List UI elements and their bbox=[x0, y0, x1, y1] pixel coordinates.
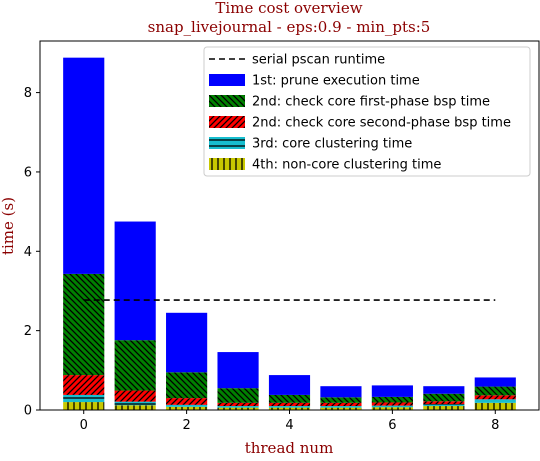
bar-2nd-check-core-first-phase-bsp-time-thread-4 bbox=[268, 394, 311, 403]
legend-box bbox=[203, 46, 531, 177]
bar-2nd-check-core-second-phase-bsp-time-thread-2 bbox=[166, 398, 208, 405]
bar-3rd-core-clustering-time-thread-7 bbox=[423, 404, 465, 407]
bar-3rd-core-clustering-time-thread-5 bbox=[320, 406, 362, 408]
legend-swatch-1st-prune-execution-time bbox=[209, 74, 245, 86]
bar-1st-prune-execution-time-thread-8 bbox=[474, 377, 516, 387]
legend-swatch-2nd-check-core-second-phase-bsp-time bbox=[209, 116, 245, 128]
bar-4th-non-core-clustering-time-thread-1 bbox=[114, 405, 156, 410]
bar-4th-non-core-clustering-time-thread-7 bbox=[423, 406, 465, 410]
bar-2nd-check-core-second-phase-bsp-time-thread-8 bbox=[474, 395, 516, 400]
x-tick-label: 2 bbox=[182, 418, 190, 433]
legend-label-serial-pscan-runtime: serial pscan runtime bbox=[252, 53, 385, 68]
bar-4th-non-core-clustering-time-thread-6 bbox=[371, 407, 413, 410]
bar-2nd-check-core-first-phase-bsp-time-thread-1 bbox=[114, 340, 156, 391]
x-axis-label: thread num bbox=[245, 439, 334, 456]
bar-4th-non-core-clustering-time-thread-8 bbox=[474, 402, 516, 410]
bar-1st-prune-execution-time-thread-5 bbox=[320, 386, 362, 398]
y-tick-label: 4 bbox=[24, 245, 32, 260]
bar-4th-non-core-clustering-time-thread-4 bbox=[268, 407, 311, 410]
chart-title: Time cost overview bbox=[215, 0, 362, 17]
bars-layer bbox=[63, 57, 516, 410]
bar-2nd-check-core-second-phase-bsp-time-thread-6 bbox=[371, 402, 413, 406]
bar-4th-non-core-clustering-time-thread-3 bbox=[217, 407, 259, 410]
x-tick-label: 4 bbox=[285, 418, 293, 433]
y-tick-label: 6 bbox=[24, 165, 32, 180]
bar-1st-prune-execution-time-thread-2 bbox=[166, 312, 208, 373]
bar-2nd-check-core-first-phase-bsp-time-thread-2 bbox=[166, 372, 208, 399]
bar-3rd-core-clustering-time-thread-4 bbox=[268, 406, 311, 408]
bar-2nd-check-core-first-phase-bsp-time-thread-8 bbox=[474, 386, 516, 396]
legend-swatch-2nd-check-core-first-phase-bsp-time bbox=[209, 95, 245, 107]
x-ticks: 0 2 4 6 8 bbox=[80, 410, 499, 433]
bar-2nd-check-core-second-phase-bsp-time-thread-1 bbox=[114, 390, 156, 402]
bar-4th-non-core-clustering-time-thread-0 bbox=[63, 402, 105, 410]
bar-3rd-core-clustering-time-thread-8 bbox=[474, 399, 516, 403]
bar-1st-prune-execution-time-thread-6 bbox=[371, 385, 413, 397]
bar-3rd-core-clustering-time-thread-1 bbox=[114, 401, 156, 406]
y-ticks: 0 2 4 6 8 bbox=[24, 86, 40, 419]
bar-2nd-check-core-first-phase-bsp-time-thread-3 bbox=[217, 388, 259, 403]
legend-label-3rd-core-clustering-time: 3rd: core clustering time bbox=[252, 137, 412, 152]
bar-2nd-check-core-first-phase-bsp-time-thread-6 bbox=[371, 396, 413, 403]
x-tick-label: 6 bbox=[388, 418, 396, 433]
legend-label-4th-non-core-clustering-time: 4th: non-core clustering time bbox=[252, 158, 441, 173]
bar-1st-prune-execution-time-thread-3 bbox=[217, 352, 259, 389]
legend-swatch-4th-non-core-clustering-time bbox=[209, 158, 245, 170]
y-tick-label: 8 bbox=[24, 86, 32, 101]
bar-4th-non-core-clustering-time-thread-2 bbox=[166, 406, 208, 410]
bar-1st-prune-execution-time-thread-1 bbox=[114, 221, 156, 341]
legend-swatch-3rd-core-clustering-time bbox=[209, 137, 245, 149]
x-tick-label: 0 bbox=[80, 418, 88, 433]
bar-3rd-core-clustering-time-thread-2 bbox=[166, 404, 208, 407]
bar-3rd-core-clustering-time-thread-3 bbox=[217, 406, 259, 408]
bar-2nd-check-core-second-phase-bsp-time-thread-5 bbox=[320, 402, 362, 407]
bar-3rd-core-clustering-time-thread-6 bbox=[371, 405, 413, 408]
y-axis-label: time (s) bbox=[0, 197, 17, 255]
bar-2nd-check-core-second-phase-bsp-time-thread-0 bbox=[63, 375, 105, 395]
bar-2nd-check-core-second-phase-bsp-time-thread-3 bbox=[217, 402, 259, 407]
y-tick-label: 2 bbox=[24, 324, 32, 339]
bar-3rd-core-clustering-time-thread-0 bbox=[63, 394, 105, 403]
chart-subtitle: snap_livejournal - eps:0.9 - min_pts:5 bbox=[148, 18, 431, 36]
bar-1st-prune-execution-time-thread-4 bbox=[268, 375, 311, 395]
x-tick-label: 8 bbox=[491, 418, 499, 433]
bar-2nd-check-core-first-phase-bsp-time-thread-0 bbox=[63, 273, 105, 376]
bar-2nd-check-core-first-phase-bsp-time-thread-7 bbox=[423, 393, 465, 402]
legend-label-2nd-check-core-second-phase-bsp-time: 2nd: check core second-phase bsp time bbox=[252, 116, 511, 131]
bar-2nd-check-core-second-phase-bsp-time-thread-7 bbox=[423, 401, 465, 405]
legend-label-1st-prune-execution-time: 1st: prune execution time bbox=[252, 74, 420, 89]
bar-2nd-check-core-first-phase-bsp-time-thread-5 bbox=[320, 397, 362, 403]
bar-1st-prune-execution-time-thread-7 bbox=[423, 386, 465, 394]
bar-2nd-check-core-second-phase-bsp-time-thread-4 bbox=[268, 402, 311, 407]
bar-1st-prune-execution-time-thread-0 bbox=[63, 57, 105, 274]
bar-4th-non-core-clustering-time-thread-5 bbox=[320, 407, 362, 410]
legend-label-2nd-check-core-first-phase-bsp-time: 2nd: check core first-phase bsp time bbox=[252, 95, 490, 110]
y-tick-label: 0 bbox=[24, 404, 32, 419]
legend: serial pscan runtime 1st: prune execution… bbox=[203, 46, 531, 177]
